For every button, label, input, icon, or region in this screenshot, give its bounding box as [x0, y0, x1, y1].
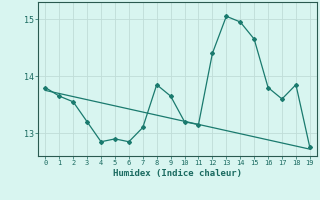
X-axis label: Humidex (Indice chaleur): Humidex (Indice chaleur) — [113, 169, 242, 178]
